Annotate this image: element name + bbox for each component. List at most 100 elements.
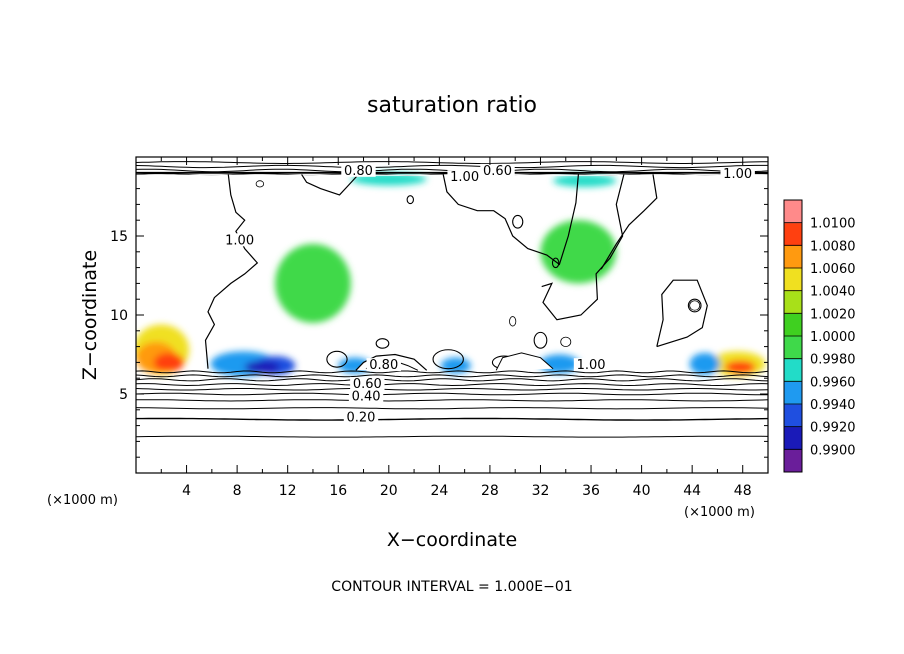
contour-label-bg <box>366 358 401 372</box>
contour-label: 0.20 <box>347 410 376 425</box>
clear-pocket <box>560 336 572 347</box>
colorbar-swatch <box>784 268 802 292</box>
x-tick-label: 44 <box>683 483 701 499</box>
x-tick-label: 12 <box>279 483 297 499</box>
colorbar-swatch <box>784 449 802 473</box>
contour-label: 0.80 <box>344 164 373 179</box>
contour-line <box>136 388 768 391</box>
plot-background <box>136 157 768 473</box>
contour-closed <box>533 331 548 349</box>
colorbar-label: 1.0000 <box>810 330 856 345</box>
colorbar-swatch <box>784 200 802 224</box>
contour-line <box>136 374 768 378</box>
contour-label: 0.60 <box>483 164 512 179</box>
contour-closed <box>551 257 560 269</box>
contour-closed <box>406 195 414 205</box>
colorbar-label: 1.0060 <box>810 262 856 277</box>
colorbar-swatch <box>784 336 802 360</box>
x-unit-left: (×1000 m) <box>47 493 118 508</box>
colorbar: 0.9900 0.9920 0.9940 0.9960 0.9980 1.0000 1.00… <box>783 199 856 473</box>
anomaly-blob <box>153 352 185 372</box>
colorbar-label: 0.9920 <box>810 421 856 436</box>
contour-line <box>442 174 579 266</box>
y-tick-label: 15 <box>110 229 128 245</box>
contour-label: 1.00 <box>450 170 479 185</box>
clear-pocket <box>689 300 701 311</box>
x-tick-label: 8 <box>233 483 242 499</box>
x-axis-label: X−coordinate <box>387 529 517 551</box>
x-tick-label: 24 <box>430 483 448 499</box>
x-tick-label: 28 <box>481 483 499 499</box>
colorbar-swatch <box>784 404 802 428</box>
contour-label-bg <box>341 163 376 177</box>
x-tick-label: 36 <box>582 483 600 499</box>
contour-line <box>136 383 768 387</box>
contour-line <box>136 435 768 438</box>
colorbar-label: 0.9900 <box>810 443 856 458</box>
anomaly-blob <box>689 352 720 376</box>
contour-label: 0.80 <box>369 358 398 373</box>
contour-line <box>541 174 625 321</box>
x-tick-label: 48 <box>734 483 752 499</box>
contour-closed <box>687 298 702 313</box>
contour-labels: 0.80 0.601.00 1.001.000.80 1.000.600.400.20 <box>222 163 755 425</box>
clear-pocket <box>509 316 517 327</box>
x-tick-label: 20 <box>380 483 398 499</box>
contour-line <box>136 378 768 382</box>
contour-label-bg <box>720 166 755 180</box>
colorbar-swatch <box>784 426 802 450</box>
colorbar-swatch <box>784 358 802 382</box>
contour-label: 1.00 <box>225 233 254 248</box>
contour-line <box>600 174 658 270</box>
colorbar-label: 0.9960 <box>810 375 856 390</box>
anomaly-blob <box>244 360 281 374</box>
clear-pocket <box>255 180 265 188</box>
contour-line <box>495 352 554 371</box>
contour-line <box>656 279 708 348</box>
contour-label: 0.40 <box>352 390 381 405</box>
x-tick-label: 40 <box>633 483 651 499</box>
anomaly-blob <box>553 174 617 188</box>
contour-closed <box>375 338 390 349</box>
colorbar-swatch <box>784 313 802 337</box>
plot-area <box>136 157 768 473</box>
contour-line <box>136 370 768 374</box>
contour-line <box>136 417 768 421</box>
contour-label-bg <box>343 410 379 424</box>
contour-interval-note: CONTOUR INTERVAL = 1.000E−01 <box>331 579 572 595</box>
x-tick-label: 16 <box>329 483 347 499</box>
colorbar-label: 1.0080 <box>810 239 856 254</box>
anomaly-blob <box>725 360 756 374</box>
contour-line <box>136 161 768 164</box>
x-tick-label: 4 <box>182 483 191 499</box>
contour-label-bg <box>350 377 385 391</box>
colorbar-label: 0.9940 <box>810 398 856 413</box>
contour-label-bg <box>573 358 609 372</box>
colorbar-label: 1.0100 <box>810 217 856 232</box>
contour-line <box>136 164 768 169</box>
colorbar-label: 0.9980 <box>810 353 856 368</box>
colorbar-swatch <box>784 222 802 246</box>
contour-closed <box>512 214 524 229</box>
contour-line <box>301 173 359 196</box>
contour-label: 1.00 <box>723 167 752 182</box>
contour-label-bg <box>222 233 257 247</box>
contour-label-bg <box>348 389 384 403</box>
contour-line <box>136 399 768 402</box>
colorbar-label: 1.0020 <box>810 307 856 322</box>
anomaly-blob <box>540 220 617 284</box>
contour-label: 0.60 <box>353 377 382 392</box>
contour-line <box>136 392 768 396</box>
anomaly-blob <box>275 243 351 323</box>
y-tick-label: 10 <box>110 308 128 324</box>
x-unit-right: (×1000 m) <box>684 505 755 520</box>
contour-closed <box>326 350 348 368</box>
colorbar-swatch <box>784 290 802 314</box>
colorbar-swatch <box>784 245 802 269</box>
colorbar-label: 1.0040 <box>810 285 856 300</box>
x-axis-ticks: 4 8 12 16 20 24 28 32 36 40 44 48 <box>160 157 752 499</box>
contour-line <box>136 407 768 410</box>
contour-label-bg <box>447 170 482 184</box>
y-tick-label: 5 <box>119 387 128 403</box>
